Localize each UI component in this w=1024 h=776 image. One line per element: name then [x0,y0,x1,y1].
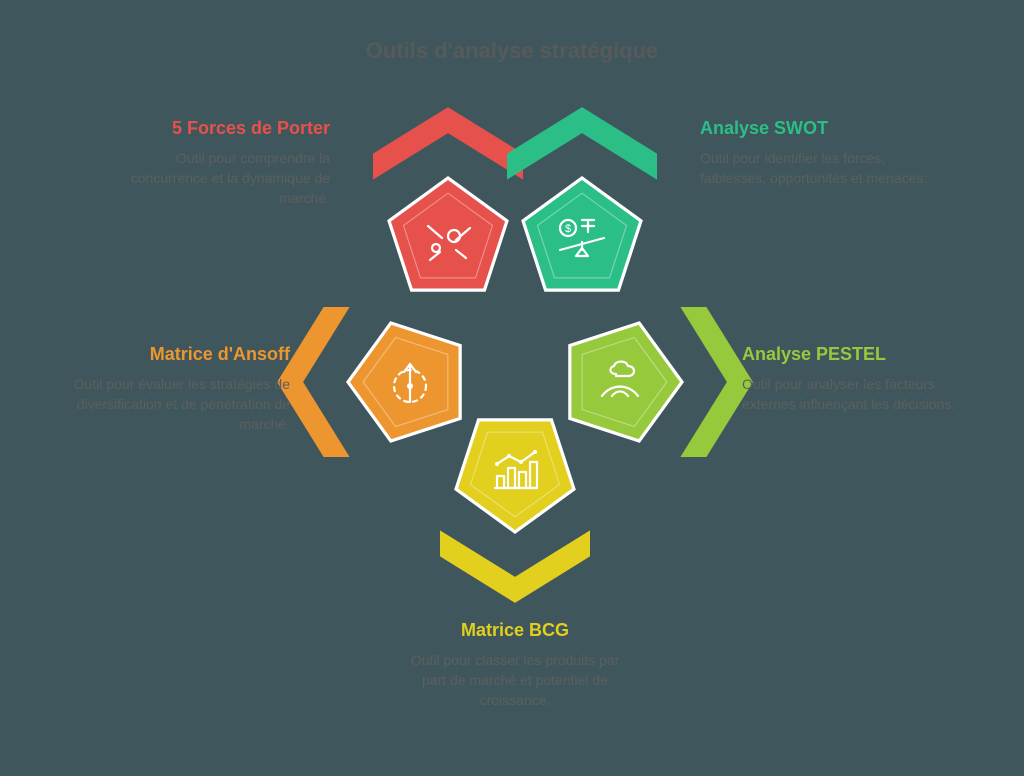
label-bcg: Matrice BCG Outil pour classer les produi… [400,620,630,710]
label-desc-bcg: Outil pour classer les produits par part… [400,650,630,711]
chevron-bcg [440,530,590,603]
label-title-bcg: Matrice BCG [400,620,630,642]
